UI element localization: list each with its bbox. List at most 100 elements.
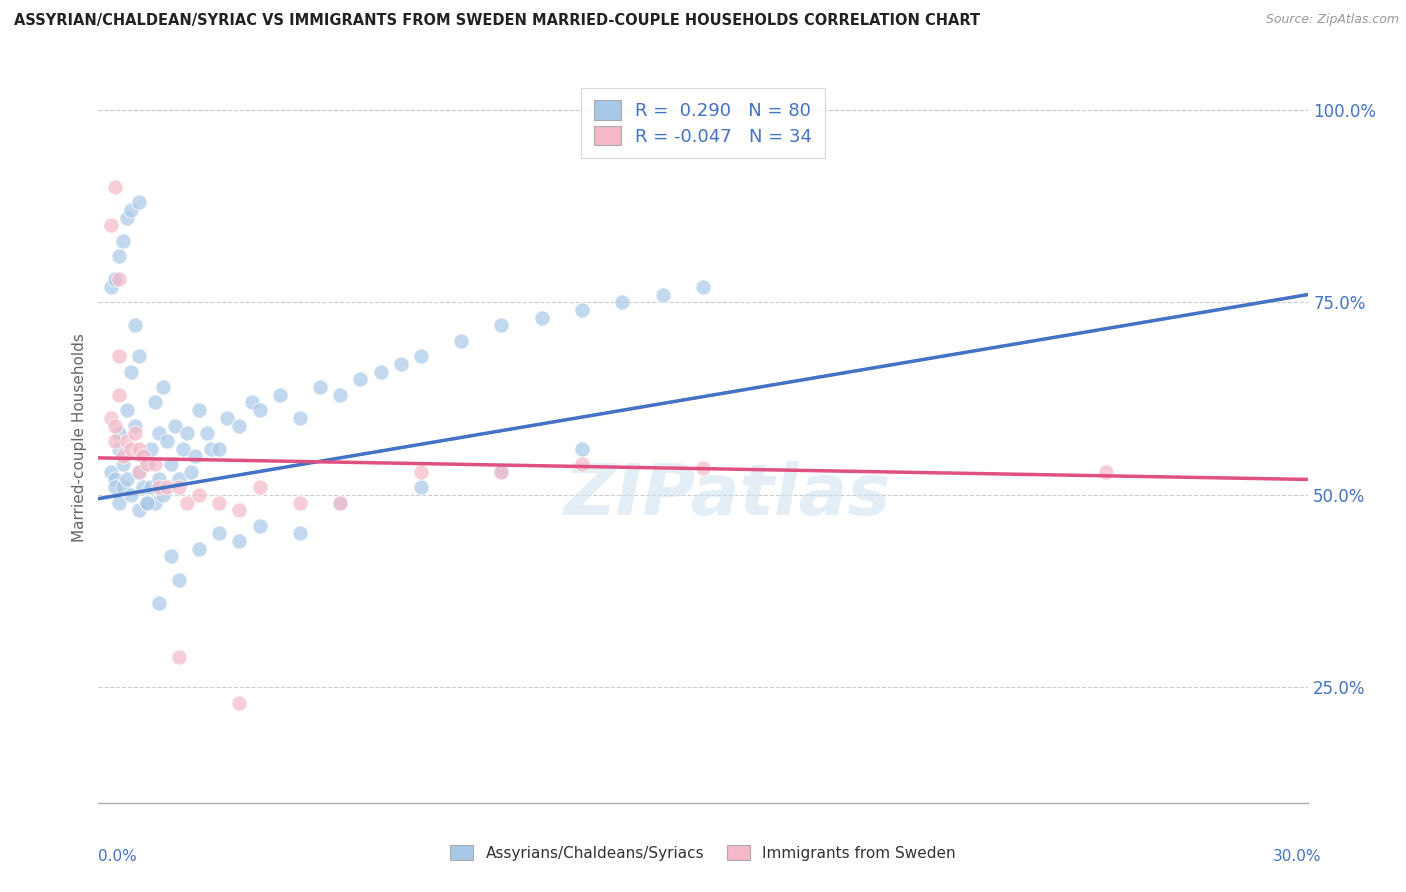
Point xyxy=(148,596,170,610)
Point xyxy=(389,357,412,371)
Point xyxy=(167,649,190,664)
Point xyxy=(100,465,122,479)
Point xyxy=(188,488,211,502)
Point xyxy=(176,495,198,509)
Point xyxy=(143,495,166,509)
Point xyxy=(128,442,150,456)
Text: 30.0%: 30.0% xyxy=(1274,849,1322,863)
Point xyxy=(143,395,166,409)
Point xyxy=(228,534,250,549)
Text: ZIPatlas: ZIPatlas xyxy=(564,461,891,530)
Point xyxy=(329,495,352,509)
Point xyxy=(100,219,122,233)
Point xyxy=(107,349,129,363)
Point xyxy=(115,472,138,486)
Point xyxy=(111,480,134,494)
Point xyxy=(571,457,593,471)
Point xyxy=(107,442,129,456)
Point xyxy=(692,280,714,294)
Point xyxy=(228,503,250,517)
Point xyxy=(228,418,250,433)
Point xyxy=(612,295,634,310)
Point xyxy=(180,465,202,479)
Point xyxy=(120,442,142,456)
Point xyxy=(571,303,593,318)
Y-axis label: Married-couple Households: Married-couple Households xyxy=(72,333,87,541)
Point xyxy=(160,457,183,471)
Point xyxy=(409,480,432,494)
Point xyxy=(309,380,332,394)
Point xyxy=(111,457,134,471)
Point xyxy=(1095,465,1118,479)
Point xyxy=(208,526,231,541)
Point xyxy=(692,461,714,475)
Point xyxy=(288,526,311,541)
Point xyxy=(184,450,207,464)
Point xyxy=(249,518,271,533)
Point xyxy=(103,472,125,486)
Point xyxy=(249,403,271,417)
Text: 0.0%: 0.0% xyxy=(98,849,138,863)
Point xyxy=(107,426,129,441)
Point xyxy=(208,442,231,456)
Point xyxy=(156,434,179,448)
Point xyxy=(100,410,122,425)
Point xyxy=(152,380,174,394)
Point xyxy=(571,442,593,456)
Point xyxy=(249,480,271,494)
Point xyxy=(132,450,155,464)
Point xyxy=(115,211,138,225)
Point xyxy=(107,495,129,509)
Point xyxy=(128,465,150,479)
Point xyxy=(491,465,513,479)
Point xyxy=(188,403,211,417)
Point xyxy=(135,457,157,471)
Legend: Assyrians/Chaldeans/Syriacs, Immigrants from Sweden: Assyrians/Chaldeans/Syriacs, Immigrants … xyxy=(443,837,963,868)
Point xyxy=(208,495,231,509)
Point xyxy=(349,372,371,386)
Point xyxy=(107,388,129,402)
Point xyxy=(450,334,472,348)
Point xyxy=(491,465,513,479)
Point xyxy=(120,488,142,502)
Point xyxy=(167,573,190,587)
Point xyxy=(120,365,142,379)
Point xyxy=(491,318,513,333)
Point xyxy=(132,480,155,494)
Point xyxy=(329,388,352,402)
Point xyxy=(148,426,170,441)
Point xyxy=(409,349,432,363)
Point xyxy=(103,480,125,494)
Point xyxy=(128,465,150,479)
Point xyxy=(288,495,311,509)
Point xyxy=(530,310,553,325)
Point xyxy=(176,426,198,441)
Text: Source: ZipAtlas.com: Source: ZipAtlas.com xyxy=(1265,13,1399,27)
Point xyxy=(139,442,162,456)
Point xyxy=(132,450,155,464)
Point xyxy=(115,403,138,417)
Point xyxy=(111,234,134,248)
Point xyxy=(651,287,673,301)
Point xyxy=(135,495,157,509)
Point xyxy=(288,410,311,425)
Point xyxy=(103,179,125,194)
Point xyxy=(329,495,352,509)
Point xyxy=(200,442,222,456)
Text: ASSYRIAN/CHALDEAN/SYRIAC VS IMMIGRANTS FROM SWEDEN MARRIED-COUPLE HOUSEHOLDS COR: ASSYRIAN/CHALDEAN/SYRIAC VS IMMIGRANTS F… xyxy=(14,13,980,29)
Point xyxy=(269,388,291,402)
Point xyxy=(124,418,146,433)
Point xyxy=(103,418,125,433)
Point xyxy=(148,472,170,486)
Point xyxy=(370,365,392,379)
Point xyxy=(124,318,146,333)
Point xyxy=(100,280,122,294)
Point xyxy=(217,410,239,425)
Point xyxy=(160,549,183,564)
Point xyxy=(188,541,211,556)
Point xyxy=(409,465,432,479)
Point xyxy=(240,395,263,409)
Point xyxy=(143,457,166,471)
Point xyxy=(111,450,134,464)
Point xyxy=(107,272,129,286)
